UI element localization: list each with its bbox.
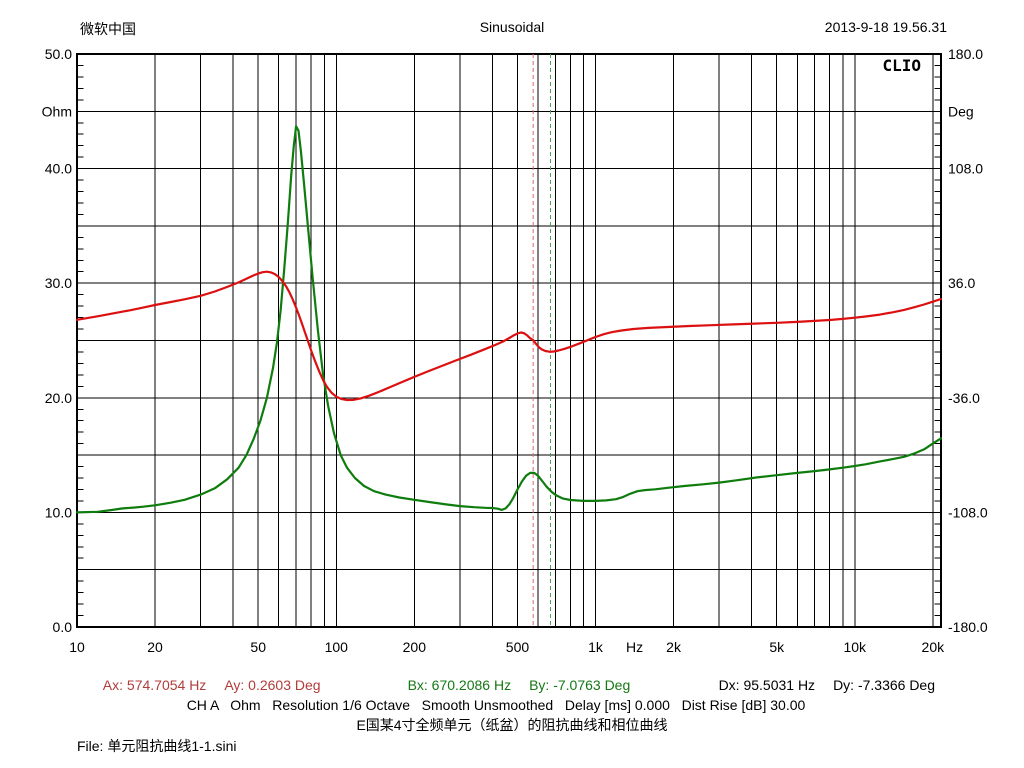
x-tick-label: 2k <box>666 639 682 655</box>
impedance-curve <box>75 125 943 514</box>
plot-border <box>76 53 942 628</box>
y-left-tick-label: 30.0 <box>45 275 72 291</box>
x-tick-label: Hz <box>626 639 643 655</box>
x-tick-label: 10 <box>69 639 85 655</box>
y-left-tick-label: Ohm <box>42 103 72 119</box>
cursor-a-y-value: Ay: 0.2603 Deg <box>224 677 321 693</box>
chart-caption: E国某4寸全频单元（纸盆）的阻抗曲线和相位曲线 <box>356 717 668 733</box>
cursor-a-readout: Ax: 574.7054 Hz Ay: 0.2603 Deg <box>88 661 339 709</box>
y-right-tick-label: -36.0 <box>948 390 980 406</box>
header-measurement-type: Sinusoidal <box>479 19 545 35</box>
x-tick-label: 100 <box>325 639 349 655</box>
y-left-tick-label: 0.0 <box>53 619 73 635</box>
impedance-phase-chart: 10 20 50 100 200 500 1k Hz 2k 5k 10k 20k 50.0 Ohm 40.0… <box>42 46 988 655</box>
y-right-tick-label: -108.0 <box>948 504 988 520</box>
y-left-tick-label: 10.0 <box>45 504 72 520</box>
y-right-tick-label: 36.0 <box>948 275 975 291</box>
cursor-dx-value: Dx: 95.5031 Hz <box>718 677 816 693</box>
y-right-tick-label: Deg <box>948 103 974 119</box>
cursor-dy-value: Dy: -7.3366 Deg <box>833 677 936 693</box>
y-right-tick-label: -180.0 <box>948 619 988 635</box>
cursor-b-x-value: Bx: 670.2086 Hz <box>407 677 512 693</box>
x-tick-label: 500 <box>506 639 530 655</box>
x-tick-label: 20k <box>922 639 946 655</box>
measurement-settings: CH A Ohm Resolution 1/6 Octave Smooth Un… <box>186 697 806 713</box>
cursor-b-readout: Bx: 670.2086 Hz By: -7.0763 Deg <box>392 661 648 709</box>
cursor-a-x-value: Ax: 574.7054 Hz <box>102 677 207 693</box>
y-left-tick-label: 20.0 <box>45 390 72 406</box>
header-company: 微软中国 <box>80 21 136 37</box>
phase-curve <box>75 270 943 402</box>
cursor-delta-readout: Dx: 95.5031 Hz Dy: -7.3366 Deg <box>703 661 953 709</box>
y-right-tick-label: 180.0 <box>948 46 983 62</box>
x-tick-label: 10k <box>843 639 867 655</box>
header-datetime: 2013-9-18 19.56.31 <box>824 19 947 35</box>
clio-logo-text: CLIO <box>882 56 921 75</box>
x-tick-label: 50 <box>250 639 266 655</box>
cursor-b-y-value: By: -7.0763 Deg <box>529 677 631 693</box>
y-left-tick-label: 40.0 <box>45 161 72 177</box>
x-tick-label: 20 <box>147 639 163 655</box>
y-right-tick-label: 108.0 <box>948 161 983 177</box>
y-left-tick-label: 50.0 <box>45 46 72 62</box>
file-name: File: 单元阻抗曲线1-1.sini <box>77 738 237 754</box>
x-tick-label: 1k <box>588 639 604 655</box>
x-tick-label: 5k <box>769 639 785 655</box>
x-tick-label: 200 <box>403 639 427 655</box>
